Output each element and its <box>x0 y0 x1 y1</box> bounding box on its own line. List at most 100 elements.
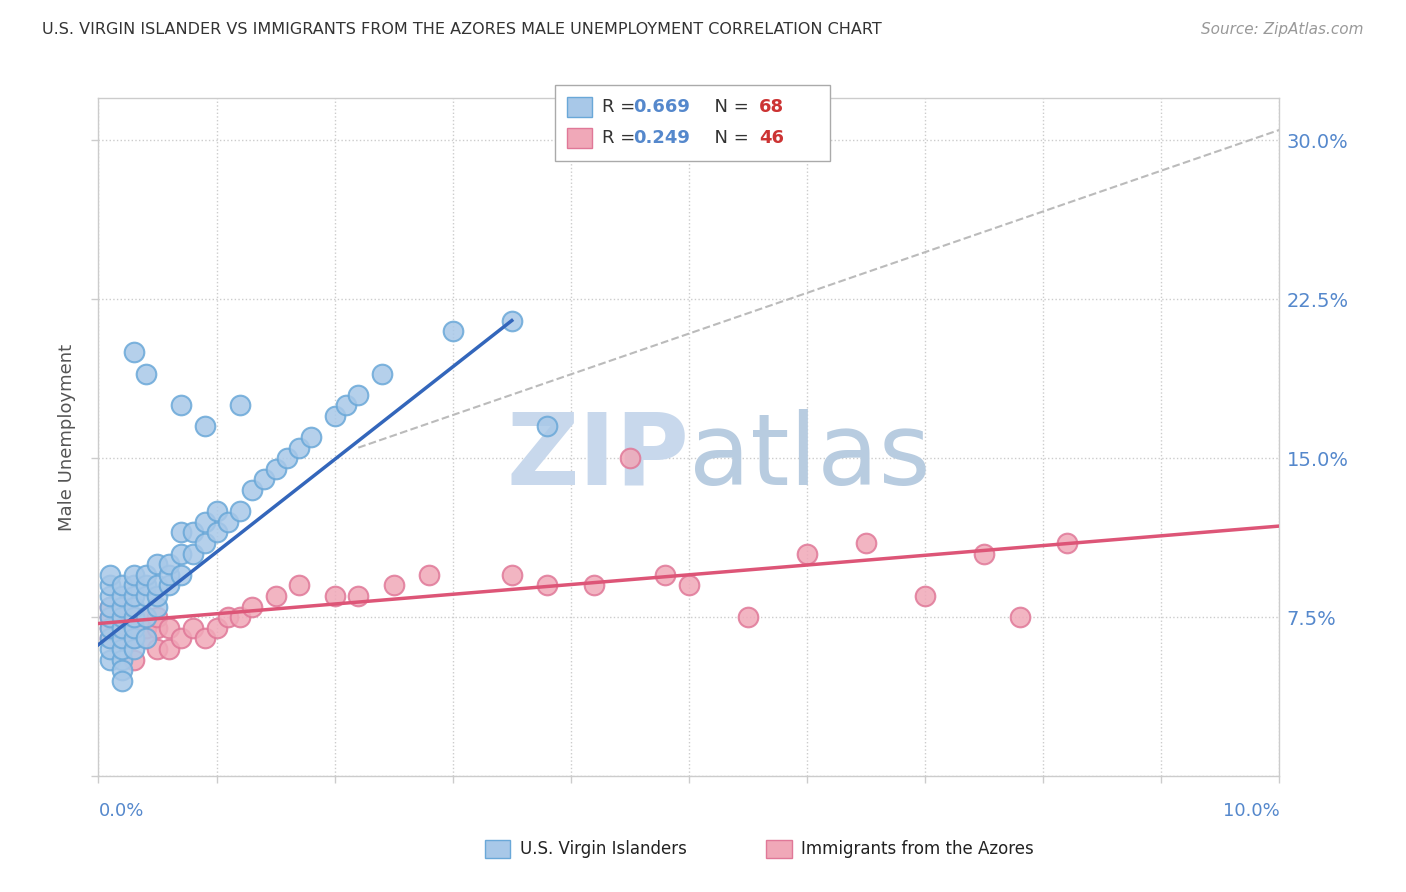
Point <box>253 473 276 487</box>
Point <box>111 599 134 614</box>
Point <box>619 451 641 466</box>
Point <box>583 578 606 592</box>
Point <box>288 578 311 592</box>
Point <box>181 525 204 540</box>
Point <box>654 567 676 582</box>
Point <box>157 567 180 582</box>
Text: atlas: atlas <box>689 409 931 506</box>
Point <box>240 599 263 614</box>
Point <box>111 589 134 603</box>
Point <box>111 652 134 666</box>
Point <box>205 525 228 540</box>
Point <box>98 599 121 614</box>
Point <box>146 642 169 657</box>
Point <box>146 557 169 572</box>
Point <box>229 504 252 518</box>
Point <box>501 313 523 327</box>
Point <box>98 652 121 666</box>
Point <box>111 599 134 614</box>
Point <box>146 610 169 624</box>
Point <box>98 621 121 635</box>
Point <box>229 610 252 624</box>
Point <box>135 610 157 624</box>
Point <box>264 589 287 603</box>
Text: N =: N = <box>703 129 755 147</box>
Point <box>122 632 145 646</box>
Point <box>1056 536 1078 550</box>
Point <box>135 589 157 603</box>
Point <box>135 578 157 592</box>
Point <box>170 567 193 582</box>
Text: N =: N = <box>703 98 755 116</box>
Point <box>157 557 180 572</box>
Point <box>170 525 193 540</box>
Point <box>98 578 121 592</box>
Point <box>98 610 121 624</box>
Point <box>135 567 157 582</box>
Point <box>98 621 121 635</box>
Point <box>264 462 287 476</box>
Point <box>122 642 145 657</box>
Point <box>418 567 440 582</box>
Point <box>323 409 346 423</box>
Text: 68: 68 <box>759 98 785 116</box>
Point <box>205 504 228 518</box>
Point <box>170 632 193 646</box>
Point <box>135 610 157 624</box>
Point <box>323 589 346 603</box>
Point <box>111 663 134 677</box>
Point <box>122 567 145 582</box>
Point <box>98 589 121 603</box>
Text: 0.249: 0.249 <box>633 129 689 147</box>
Point <box>335 398 357 412</box>
Point <box>194 515 217 529</box>
Text: U.S. VIRGIN ISLANDER VS IMMIGRANTS FROM THE AZORES MALE UNEMPLOYMENT CORRELATION: U.S. VIRGIN ISLANDER VS IMMIGRANTS FROM … <box>42 22 882 37</box>
Point <box>217 515 239 529</box>
Point <box>371 367 394 381</box>
Point <box>146 599 169 614</box>
Point <box>299 430 322 444</box>
Point <box>194 632 217 646</box>
Point <box>146 589 169 603</box>
Point <box>194 419 217 434</box>
Text: 46: 46 <box>759 129 785 147</box>
Point <box>135 632 157 646</box>
Point <box>122 621 145 635</box>
Point <box>170 398 193 412</box>
Point <box>536 578 558 592</box>
Point <box>288 441 311 455</box>
Point <box>98 642 121 657</box>
Text: Immigrants from the Azores: Immigrants from the Azores <box>801 840 1035 858</box>
Point <box>122 610 145 624</box>
Text: 0.0%: 0.0% <box>98 802 143 820</box>
Point <box>122 652 145 666</box>
Point <box>737 610 759 624</box>
Point <box>122 632 145 646</box>
Point <box>229 398 252 412</box>
Point <box>146 621 169 635</box>
Point <box>122 345 145 359</box>
Point <box>111 632 134 646</box>
Point <box>240 483 263 497</box>
Text: 10.0%: 10.0% <box>1223 802 1279 820</box>
Text: R =: R = <box>602 98 641 116</box>
Point <box>98 599 121 614</box>
Point <box>98 610 121 624</box>
Point <box>111 673 134 688</box>
Point <box>122 589 145 603</box>
Point <box>855 536 877 550</box>
Point <box>98 567 121 582</box>
Point <box>501 567 523 582</box>
Point <box>135 621 157 635</box>
Point <box>122 578 145 592</box>
Point <box>1008 610 1031 624</box>
Point <box>536 419 558 434</box>
Point <box>181 547 204 561</box>
Point <box>98 632 121 646</box>
Point <box>347 589 370 603</box>
Point <box>382 578 405 592</box>
Point <box>111 610 134 624</box>
Text: Source: ZipAtlas.com: Source: ZipAtlas.com <box>1201 22 1364 37</box>
Point <box>135 367 157 381</box>
Point <box>157 621 180 635</box>
